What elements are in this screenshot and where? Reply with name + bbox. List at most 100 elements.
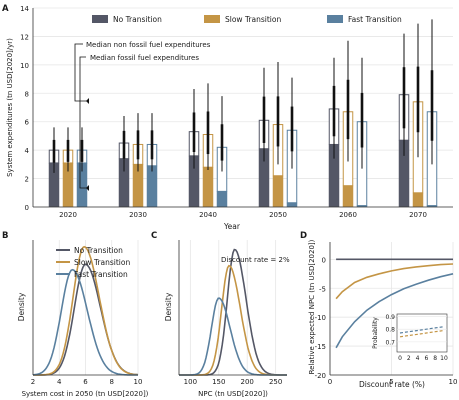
legend-label-no-transition: No Transition bbox=[113, 15, 162, 24]
x-tick-label: 10 bbox=[449, 378, 458, 386]
x-tick-label: 2020 bbox=[59, 211, 77, 219]
y-tick-label: 6 bbox=[25, 119, 30, 127]
legend-label-fast-transition: Fast Transition bbox=[348, 15, 402, 24]
y-axis-title: Density bbox=[17, 292, 26, 321]
x-tick-label: 250 bbox=[269, 378, 282, 386]
x-axis-title: Discount rate (%) bbox=[359, 380, 425, 389]
bar-nonfossil-fast-transition-2050 bbox=[286, 202, 298, 207]
x-tick-label: 150 bbox=[212, 378, 225, 386]
x-tick-label: 6 bbox=[83, 378, 88, 386]
panel-a-bar-chart: 0 2 4 6 8 10 12 14 2020 2030 2040 2050 2060 2070 Year S… bbox=[6, 5, 453, 231]
legend-label-slow-transition: Slow Transition bbox=[225, 15, 281, 24]
x-tick-label: 2040 bbox=[199, 211, 217, 219]
bar-nonfossil-slow-transition-2030 bbox=[132, 164, 144, 207]
y-tick-label: 14 bbox=[20, 5, 29, 13]
panel-d-letter: D bbox=[300, 231, 307, 241]
y-axis-title: Relative expected NPC (tn USD[2020]) bbox=[308, 239, 316, 374]
x-tick-label: 10 bbox=[134, 378, 143, 386]
inset-probability-line-fast-transition bbox=[399, 326, 445, 334]
annotation-arrow-nonfossil bbox=[74, 43, 89, 102]
bar-nonfossil-no-transition-2060 bbox=[328, 144, 340, 207]
legend-label-slow-transition: Slow Transition bbox=[74, 258, 130, 267]
y-tick-label: -10 bbox=[315, 314, 326, 322]
x-tick-label: 0 bbox=[328, 378, 332, 386]
inset-x-tick-label: 4 bbox=[416, 355, 420, 362]
bar-nonfossil-fast-transition-2070 bbox=[426, 205, 438, 207]
inset-x-tick-label: 8 bbox=[433, 355, 437, 362]
bar-nonfossil-slow-transition-2060 bbox=[342, 185, 354, 207]
y-tick-label: 12 bbox=[20, 33, 29, 41]
x-tick-label: 2 bbox=[31, 378, 35, 386]
bar-nonfossil-fast-transition-2020 bbox=[76, 162, 88, 207]
bar-nonfossil-fast-transition-2030 bbox=[146, 165, 158, 207]
y-tick-label: 0 bbox=[322, 256, 326, 264]
density-curve-slow-transition bbox=[33, 245, 139, 376]
y-axis-title: Density bbox=[164, 292, 173, 321]
legend-label-fast-transition: Fast Transition bbox=[74, 270, 128, 279]
panel-b-letter: B bbox=[2, 231, 8, 241]
annotation-nonfossil: Median non fossil fuel expenditures bbox=[86, 41, 211, 49]
x-tick-label: 200 bbox=[241, 378, 254, 386]
inset-x-tick-label: 0 bbox=[398, 355, 402, 362]
y-tick-label: 10 bbox=[20, 62, 29, 70]
y-tick-label: -5 bbox=[319, 285, 326, 293]
bar-nonfossil-no-transition-2030 bbox=[118, 158, 130, 207]
annotation-arrow-fossil bbox=[79, 56, 89, 189]
panel-c-letter: C bbox=[151, 231, 157, 241]
y-axis-title: System expenditures (tn USD[2020]/yr) bbox=[6, 38, 14, 177]
inset-y-axis-title: Probability bbox=[372, 317, 379, 349]
x-tick-label: 2060 bbox=[339, 211, 357, 219]
x-tick-label: 100 bbox=[184, 378, 197, 386]
inset-y-tick-label: 0.8 bbox=[385, 327, 395, 334]
annotation-fossil: Median fossil fuel expenditures bbox=[90, 54, 199, 62]
density-curve-fast-transition bbox=[32, 268, 138, 376]
panel-a-letter: A bbox=[2, 4, 9, 14]
y-tick-label: 0 bbox=[25, 204, 29, 212]
inset-probability-line-slow-transition bbox=[399, 329, 445, 338]
bar-nonfossil-no-transition-2020 bbox=[48, 162, 60, 207]
y-tick-label: 8 bbox=[25, 90, 29, 98]
inset-frame bbox=[396, 313, 448, 353]
x-axis-title: NPC (tn USD[2020]) bbox=[198, 390, 268, 398]
bar-nonfossil-slow-transition-2020 bbox=[62, 162, 74, 207]
y-tick-label: 2 bbox=[25, 176, 29, 184]
inset-x-tick-label: 2 bbox=[407, 355, 411, 362]
inset-y-tick-label: 0.9 bbox=[385, 314, 395, 321]
y-tick-label: 4 bbox=[25, 147, 30, 155]
x-tick-label: 2050 bbox=[269, 211, 287, 219]
legend-swatch-no-transition bbox=[92, 15, 108, 23]
npc-line-slow-transition bbox=[335, 263, 454, 300]
inset-x-tick-label: 6 bbox=[424, 355, 428, 362]
x-tick-label: 2030 bbox=[129, 211, 147, 219]
bar-nonfossil-no-transition-2040 bbox=[188, 155, 200, 207]
x-tick-label: 5 bbox=[389, 378, 393, 386]
panel-b-density-chart: 2 4 6 8 10 System cost in 2050 (tn USD[2020])… bbox=[17, 240, 149, 398]
legend-label-no-transition: No Transition bbox=[74, 246, 123, 255]
y-tick-label: -20 bbox=[315, 372, 326, 380]
bar-nonfossil-no-transition-2070 bbox=[398, 140, 410, 207]
legend-swatch-fast-transition bbox=[327, 15, 343, 23]
discount-rate-annotation: Discount rate = 2% bbox=[221, 256, 290, 264]
bar-nonfossil-slow-transition-2050 bbox=[272, 175, 284, 207]
arrowhead-fossil bbox=[86, 185, 89, 191]
bar-nonfossil-slow-transition-2070 bbox=[412, 192, 424, 207]
bar-nonfossil-fast-transition-2060 bbox=[356, 205, 368, 207]
bar-nonfossil-slow-transition-2040 bbox=[202, 167, 214, 207]
y-tick-label: -15 bbox=[315, 343, 326, 351]
npc-line-fast-transition bbox=[335, 273, 454, 349]
bar-nonfossil-no-transition-2050 bbox=[258, 148, 270, 207]
bar-nonfossil-fast-transition-2040 bbox=[216, 191, 228, 207]
arrowhead-nonfossil bbox=[86, 98, 89, 104]
legend-swatch-slow-transition bbox=[204, 15, 220, 23]
x-tick-label: 2070 bbox=[409, 211, 427, 219]
x-axis-title: Year bbox=[223, 222, 241, 231]
x-axis-title: System cost in 2050 (tn USD[2020]) bbox=[22, 390, 149, 398]
panel-d-line-chart: -20 -15 -10 -5 0 0 5 10 Discount rate (%) Relativ… bbox=[308, 239, 457, 389]
x-tick-label: 8 bbox=[110, 378, 114, 386]
inset-y-tick-label: 0.7 bbox=[385, 339, 395, 346]
x-tick-label: 4 bbox=[57, 378, 62, 386]
inset-x-tick-label: 10 bbox=[440, 355, 448, 362]
